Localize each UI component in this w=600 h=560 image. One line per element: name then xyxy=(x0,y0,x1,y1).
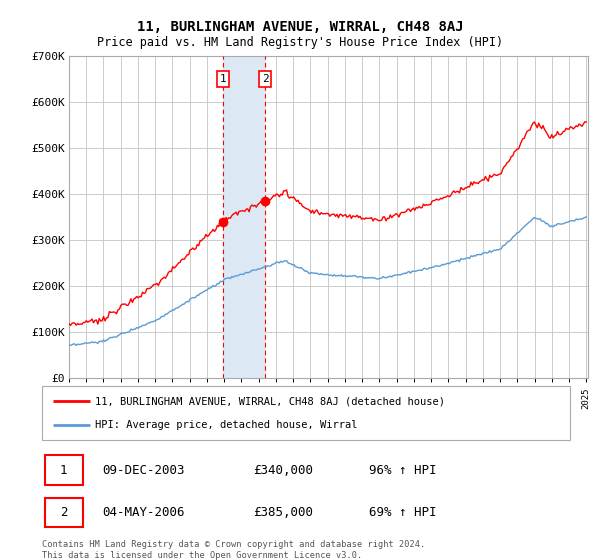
Text: 11, BURLINGHAM AVENUE, WIRRAL, CH48 8AJ: 11, BURLINGHAM AVENUE, WIRRAL, CH48 8AJ xyxy=(137,20,463,34)
Text: 04-MAY-2006: 04-MAY-2006 xyxy=(103,506,185,519)
Text: 2: 2 xyxy=(262,74,268,84)
Text: 09-DEC-2003: 09-DEC-2003 xyxy=(103,464,185,477)
Text: 1: 1 xyxy=(220,74,226,84)
FancyBboxPatch shape xyxy=(44,455,83,485)
Text: £340,000: £340,000 xyxy=(253,464,313,477)
Text: Contains HM Land Registry data © Crown copyright and database right 2024.
This d: Contains HM Land Registry data © Crown c… xyxy=(42,540,425,560)
Bar xyxy=(586,56,592,378)
Text: 96% ↑ HPI: 96% ↑ HPI xyxy=(370,464,437,477)
FancyBboxPatch shape xyxy=(44,498,83,528)
FancyBboxPatch shape xyxy=(42,386,570,440)
Text: 1: 1 xyxy=(60,464,67,477)
Text: 2: 2 xyxy=(60,506,67,519)
Text: £385,000: £385,000 xyxy=(253,506,313,519)
Text: Price paid vs. HM Land Registry's House Price Index (HPI): Price paid vs. HM Land Registry's House … xyxy=(97,36,503,49)
Text: 11, BURLINGHAM AVENUE, WIRRAL, CH48 8AJ (detached house): 11, BURLINGHAM AVENUE, WIRRAL, CH48 8AJ … xyxy=(95,396,445,407)
Text: HPI: Average price, detached house, Wirral: HPI: Average price, detached house, Wirr… xyxy=(95,420,358,430)
Text: 69% ↑ HPI: 69% ↑ HPI xyxy=(370,506,437,519)
Bar xyxy=(223,56,265,378)
